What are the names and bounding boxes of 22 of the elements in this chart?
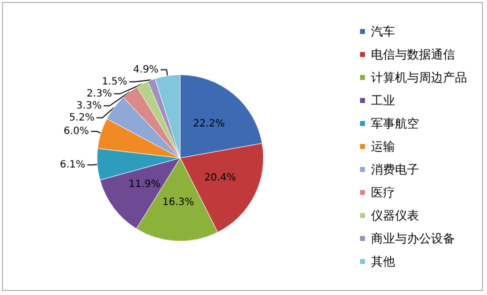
legend-label: 计算机与周边产品 <box>371 70 467 84</box>
data-label: 4.9% <box>133 64 159 76</box>
legend-label: 运输 <box>371 140 395 154</box>
data-label: 20.4% <box>204 172 236 184</box>
data-label: 3.3% <box>76 100 102 112</box>
data-label: 16.3% <box>162 197 194 208</box>
legend-label: 仪器仪表 <box>371 208 419 222</box>
legend-label: 商业与办公设备 <box>371 232 455 246</box>
data-label: 1.5% <box>102 76 128 88</box>
data-label: 11.9% <box>128 179 160 190</box>
legend-label: 工业 <box>371 94 395 108</box>
data-label: 22.2% <box>192 118 225 130</box>
legend-label: 军事航空 <box>371 116 419 130</box>
legend-label: 其他 <box>371 254 395 268</box>
legend-label: 消费电子 <box>371 162 419 176</box>
data-label: 6.1% <box>60 159 86 170</box>
data-label: 6.0% <box>64 126 90 137</box>
data-label: 5.2% <box>69 112 94 124</box>
legend-label: 电信与数据通信 <box>371 48 455 62</box>
legend-label: 汽车 <box>371 24 395 38</box>
legend-label: 医疗 <box>371 186 395 200</box>
data-label: 2.3% <box>86 88 112 100</box>
